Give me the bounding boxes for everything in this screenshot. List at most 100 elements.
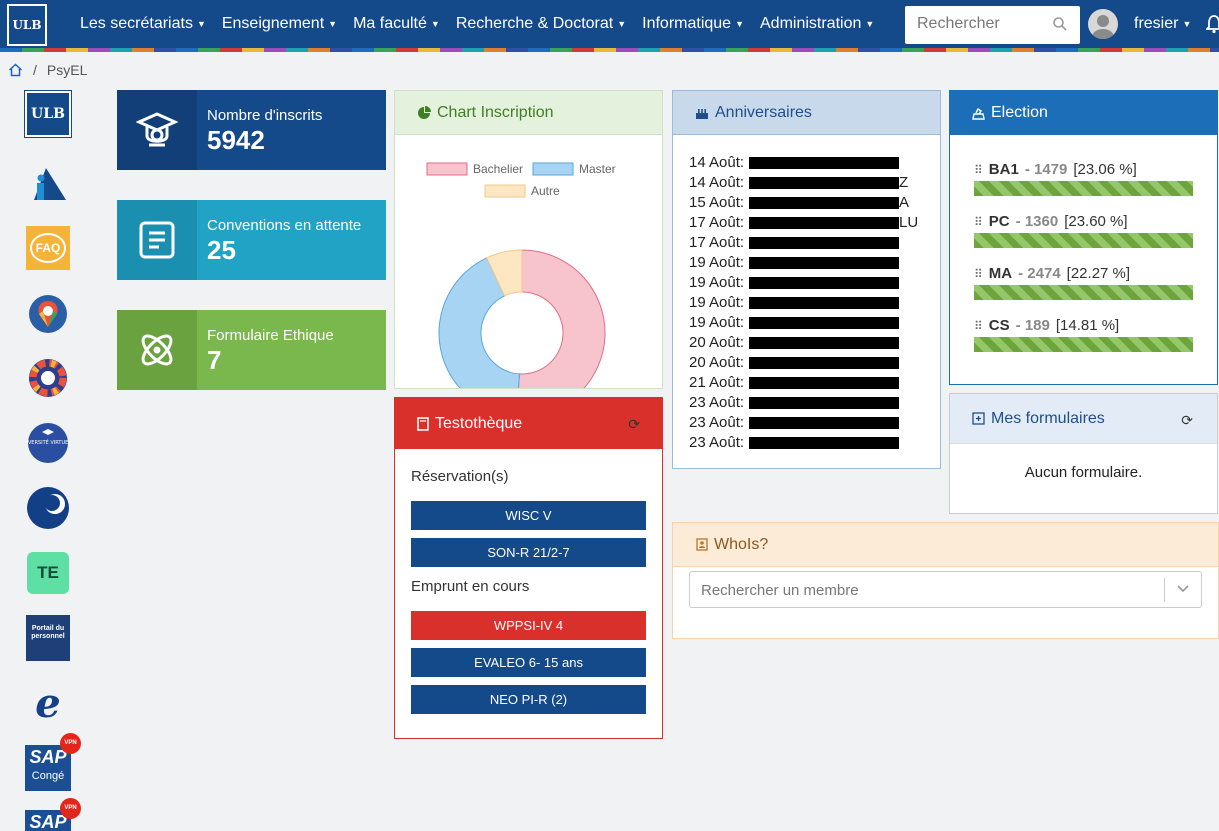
anniversaire-date: 19 Août:: [689, 314, 745, 331]
menu-administration[interactable]: Administration ▼: [752, 15, 882, 33]
legend-item[interactable]: Bachelier: [426, 162, 523, 176]
election-item-label: ⠿ MA - 2474 [22.27 %]: [974, 265, 1193, 282]
legend-swatch: [426, 162, 468, 176]
drag-handle-icon[interactable]: ⠿: [974, 318, 983, 333]
menu-label: Administration: [760, 15, 862, 32]
emprunt-item[interactable]: WPPSI-IV 4: [411, 611, 646, 640]
election-item[interactable]: ⠿ CS - 189 [14.81 %]: [974, 317, 1193, 352]
election-progress-bar: [974, 233, 1193, 248]
stat-label: Nombre d'inscrits: [207, 107, 323, 124]
universite-virtuelle-icon: UNIVERSITÉ VIRTUELLE: [27, 423, 69, 463]
whois-title: WhoIs?: [714, 535, 769, 553]
menu-secretariats[interactable]: Les secrétariats ▼: [72, 15, 214, 33]
election-code: PC: [988, 213, 1010, 230]
anniversaire-date: 23 Août:: [689, 394, 745, 411]
sidebar-link-moon[interactable]: [24, 484, 72, 532]
uv-text: UNIVERSITÉ VIRTUELLE: [27, 438, 69, 446]
election-item[interactable]: ⠿ PC - 1360 [23.60 %]: [974, 213, 1193, 248]
stat-value: 25: [207, 235, 236, 265]
member-search-select[interactable]: Rechercher un membre: [689, 571, 1202, 608]
avatar[interactable]: [1088, 9, 1118, 39]
search-icon[interactable]: [1052, 16, 1068, 32]
anniversaire-row: 15 Août: A: [689, 193, 909, 213]
bell-icon[interactable]: [1206, 14, 1219, 34]
faq-label: FAQ: [29, 233, 67, 263]
election-item-label: ⠿ CS - 189 [14.81 %]: [974, 317, 1193, 334]
e-logo-icon: e: [35, 679, 61, 727]
breadcrumb: / PsyEL: [8, 62, 87, 78]
drag-handle-icon[interactable]: ⠿: [974, 162, 983, 177]
menu-ma-faculte[interactable]: Ma faculté ▼: [345, 15, 448, 33]
sidebar-link-sap-conge[interactable]: SAP Congé VPN: [24, 733, 81, 792]
election-progress-bar: [974, 285, 1193, 300]
redaction-bar: [749, 317, 899, 329]
refresh-icon[interactable]: ⟳: [1181, 412, 1193, 428]
election-title: Election: [991, 104, 1048, 121]
election-count: - 2474: [1018, 265, 1061, 282]
donut-slice-autre[interactable]: [485, 249, 523, 297]
address-book-icon: [696, 538, 708, 551]
sidebar-link-portail[interactable]: Portail du personnel: [24, 614, 72, 662]
formulaires-header: Mes formulaires ⟳: [950, 394, 1217, 444]
sap-conge-icon: SAP Congé VPN: [25, 733, 81, 791]
legend-swatch: [532, 162, 574, 176]
refresh-icon[interactable]: ⟳: [628, 416, 640, 432]
anniversaire-name-suffix: LU: [899, 214, 919, 231]
menu-label: Recherche & Doctorat: [455, 15, 614, 32]
emprunt-item[interactable]: EVALEO 6- 15 ans: [411, 648, 646, 677]
chevron-down-icon[interactable]: [1176, 584, 1190, 594]
testotheque-title: Testothèque: [435, 414, 523, 432]
reservations-title: Réservation(s): [411, 468, 509, 485]
anniversaire-date: 14 Août:: [689, 154, 745, 171]
main-menu: Les secrétariats ▼ Enseignement ▼ Ma facul…: [72, 0, 882, 48]
sidebar-link-colors[interactable]: [24, 354, 72, 402]
sidebar-link-info[interactable]: [24, 160, 72, 208]
election-item[interactable]: ⠿ BA1 - 1479 [23.06 %]: [974, 161, 1193, 196]
election-item-label: ⠿ BA1 - 1479 [23.06 %]: [974, 161, 1193, 178]
menu-informatique[interactable]: Informatique ▼: [634, 15, 752, 33]
sidebar-link-e[interactable]: e: [24, 679, 72, 727]
search-input[interactable]: [905, 6, 1045, 42]
anniversaire-date: 15 Août:: [689, 194, 745, 211]
sidebar-link-te[interactable]: TE: [24, 549, 72, 597]
drag-handle-icon[interactable]: ⠿: [974, 266, 983, 281]
sidebar-link-sap[interactable]: SAP VPN: [24, 798, 81, 831]
menu-enseignement[interactable]: Enseignement ▼: [214, 15, 345, 33]
menu-recherche[interactable]: Recherche & Doctorat ▼: [448, 15, 634, 33]
sidebar-link-map[interactable]: [24, 290, 72, 338]
anniversaire-date: 21 Août:: [689, 374, 745, 391]
election-item[interactable]: ⠿ MA - 2474 [22.27 %]: [974, 265, 1193, 300]
stat-value: 5942: [207, 125, 265, 155]
anniversaire-name-suffix: Z: [899, 174, 909, 191]
anniversaire-date: 17 Août:: [689, 234, 745, 251]
user-menu[interactable]: fresier ▼: [1134, 15, 1191, 33]
sidebar-link-faq[interactable]: FAQ: [24, 224, 72, 272]
reservation-item[interactable]: WISC V: [411, 501, 646, 530]
donut-slice-bachelier[interactable]: [516, 249, 606, 417]
home-icon[interactable]: [8, 63, 23, 77]
drag-handle-icon[interactable]: ⠿: [974, 214, 983, 229]
top-navbar: ULB Les secrétariats ▼ Enseignement ▼ Ma f…: [0, 0, 1219, 52]
sidebar-link-universite-virtuelle[interactable]: UNIVERSITÉ VIRTUELLE: [24, 419, 72, 467]
chart-panel-header: Chart Inscription: [395, 91, 662, 135]
stat-conventions[interactable]: Conventions en attente 25: [117, 200, 386, 280]
anniversaire-name-suffix: A: [899, 194, 910, 211]
stat-label: Conventions en attente: [207, 217, 362, 234]
chart-panel: Chart Inscription Bachelier Master Autre: [394, 90, 663, 417]
user-silhouette-icon: [1092, 15, 1114, 39]
election-count: - 1360: [1015, 213, 1059, 230]
anniversaire-date: 20 Août:: [689, 334, 745, 351]
election-count-value: 2474: [1027, 265, 1061, 282]
caret-down-icon: ▼: [617, 19, 627, 29]
reservation-item[interactable]: SON-R 21/2-7: [411, 538, 646, 567]
stat-ethique[interactable]: Formulaire Ethique 7: [117, 310, 386, 390]
election-percent: [23.60 %]: [1064, 213, 1128, 230]
emprunt-item[interactable]: NEO PI-R (2): [411, 685, 646, 714]
menu-label: Enseignement: [221, 15, 325, 32]
anniversaires-title: Anniversaires: [715, 103, 812, 121]
ulb-logo[interactable]: ULB: [7, 4, 47, 46]
stat-inscrits[interactable]: Nombre d'inscrits 5942: [117, 90, 386, 170]
sidebar-link-ulb[interactable]: ULB: [24, 90, 72, 138]
legend-item[interactable]: Master: [532, 162, 616, 176]
legend-item[interactable]: Autre: [484, 184, 560, 198]
